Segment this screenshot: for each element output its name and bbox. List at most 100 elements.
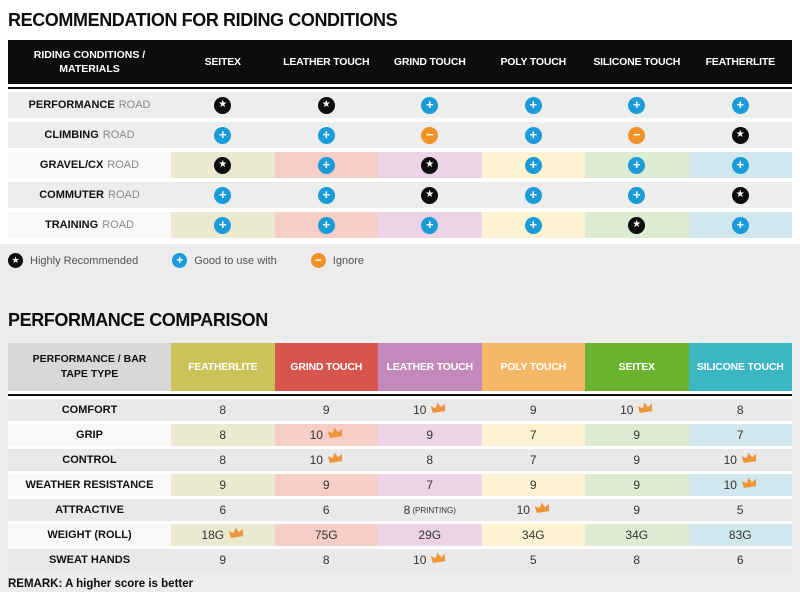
crown-icon <box>327 448 345 468</box>
star-badge-icon: ★ <box>214 96 232 114</box>
star-badge-icon: ★ <box>628 216 646 234</box>
plus-badge-icon: + <box>628 186 646 204</box>
score-value: 8 <box>219 403 227 417</box>
crown-icon <box>430 548 448 568</box>
performance-table-row: WEATHER RESISTANCE 9 9 7 9 9 10 <box>8 474 792 496</box>
star-badge-icon: ★ <box>421 156 439 174</box>
score-cell: 9 <box>585 499 689 521</box>
score-value: 8 <box>219 428 227 442</box>
plus-glyph: + <box>218 126 227 142</box>
recommendation-cell: ★ <box>171 92 275 118</box>
score-value: 34G <box>625 528 649 542</box>
plus-glyph: + <box>322 156 331 172</box>
legend-label: Good to use with <box>194 254 277 267</box>
plus-badge-icon: + <box>731 216 749 234</box>
star-glyph: ★ <box>218 98 228 110</box>
score-value: 6 <box>736 553 744 567</box>
recommendation-cell: + <box>171 122 275 148</box>
score-value: 10 <box>620 403 634 417</box>
score-value: 7 <box>529 428 537 442</box>
score-cell: 8 <box>171 449 275 471</box>
score-cell: 7 <box>481 424 585 446</box>
score-cell: 10 <box>274 424 378 446</box>
minus-badge-icon: − <box>421 126 439 144</box>
plus-glyph: + <box>218 216 227 232</box>
score-value: 9 <box>633 453 641 467</box>
score-cell: 8 <box>378 449 482 471</box>
riding-table-row: COMMUTER ROAD + + ★ + + ★ <box>8 182 792 208</box>
score-value: 9 <box>322 478 330 492</box>
score-cell: 6 <box>688 549 792 571</box>
plus-badge-icon: + <box>214 126 232 144</box>
score-cell: 9 <box>274 474 378 496</box>
score-cell: 6 <box>274 499 378 521</box>
score-suffix: (PRINTING) <box>412 505 456 515</box>
performance-table-row: WEIGHT (ROLL) 18G 75G 29G 34G 34G 83G <box>8 524 792 546</box>
minus-glyph: − <box>425 126 434 142</box>
column-header: GRIND TOUCH <box>393 56 466 68</box>
score-value: 34G <box>521 528 545 542</box>
star-badge-icon: ★ <box>8 253 23 268</box>
riding-table-header: RIDING CONDITIONS / MATERIALS SEITEX LEATH… <box>8 40 792 84</box>
score-cell: 9 <box>378 424 482 446</box>
recommendation-cell: + <box>171 212 275 238</box>
performance-table-body: COMFORT 8 9 10 9 10 8 GRIP 8 10 9 7 9 7 CONTROL 8 10 8 7 9 1… <box>8 399 792 571</box>
score-cell: 10 <box>585 399 689 421</box>
star-badge-icon: ★ <box>317 96 335 114</box>
score-value: 83G <box>728 528 752 542</box>
recommendation-cell: + <box>481 152 585 178</box>
score-cell: 8 <box>171 424 275 446</box>
recommendation-cell: + <box>481 212 585 238</box>
score-cell: 5 <box>481 549 585 571</box>
score-value: 9 <box>219 478 227 492</box>
column-header: SEITEX <box>204 56 241 68</box>
star-glyph: ★ <box>735 188 745 200</box>
plus-badge-icon: + <box>731 156 749 174</box>
plus-badge-icon: + <box>172 253 188 268</box>
score-cell: 9 <box>585 474 689 496</box>
legend: ★ Highly Recommended + Good to use with − Ign… <box>8 253 792 268</box>
legend-label: Highly Recommended <box>30 254 139 267</box>
score-value: 5 <box>736 503 744 517</box>
crown-icon <box>430 398 448 418</box>
row-label: PERFORMANCE ROAD <box>8 92 171 118</box>
row-label-main: PERFORMANCE <box>28 99 115 111</box>
column-header: FEATHERLITE <box>171 343 275 391</box>
score-cell: 6 <box>171 499 275 521</box>
plus-glyph: + <box>425 216 434 232</box>
plus-glyph: + <box>529 216 538 232</box>
minus-badge-icon: − <box>628 126 646 144</box>
star-glyph: ★ <box>735 128 745 140</box>
minus-badge-icon: − <box>310 252 326 268</box>
recommendation-cell: + <box>688 212 792 238</box>
legend-label: Ignore <box>332 254 364 267</box>
score-cell: 10 <box>378 549 482 571</box>
recommendation-cell: + <box>274 182 378 208</box>
plus-badge-icon: + <box>317 126 335 144</box>
row-label: GRIP <box>8 424 171 446</box>
score-cell: 9 <box>585 449 689 471</box>
recommendation-cell: + <box>378 212 482 238</box>
score-value: 8 <box>633 553 641 567</box>
plus-badge-icon: + <box>214 186 232 204</box>
score-cell: 8 (PRINTING) <box>378 499 482 521</box>
recommendation-cell: − <box>378 122 482 148</box>
row-label-suffix: ROAD <box>118 99 151 111</box>
minus-glyph: − <box>314 252 322 267</box>
plus-glyph: + <box>632 156 641 172</box>
recommendation-cell: + <box>585 182 689 208</box>
score-value: 6 <box>219 503 227 517</box>
score-value: 7 <box>426 478 434 492</box>
star-glyph: ★ <box>425 188 435 200</box>
row-label: CLIMBING ROAD <box>8 122 171 148</box>
score-cell: 8 <box>171 399 275 421</box>
score-cell: 10 <box>688 449 792 471</box>
column-header: SEITEX <box>585 343 689 391</box>
score-value: 8 <box>322 553 330 567</box>
plus-badge-icon: + <box>731 96 749 114</box>
legend-item: ★ Highly Recommended <box>8 253 138 268</box>
row-label-suffix: ROAD <box>102 129 135 141</box>
plus-glyph: + <box>736 96 745 112</box>
score-value: 10 <box>413 403 427 417</box>
plus-badge-icon: + <box>421 216 439 234</box>
